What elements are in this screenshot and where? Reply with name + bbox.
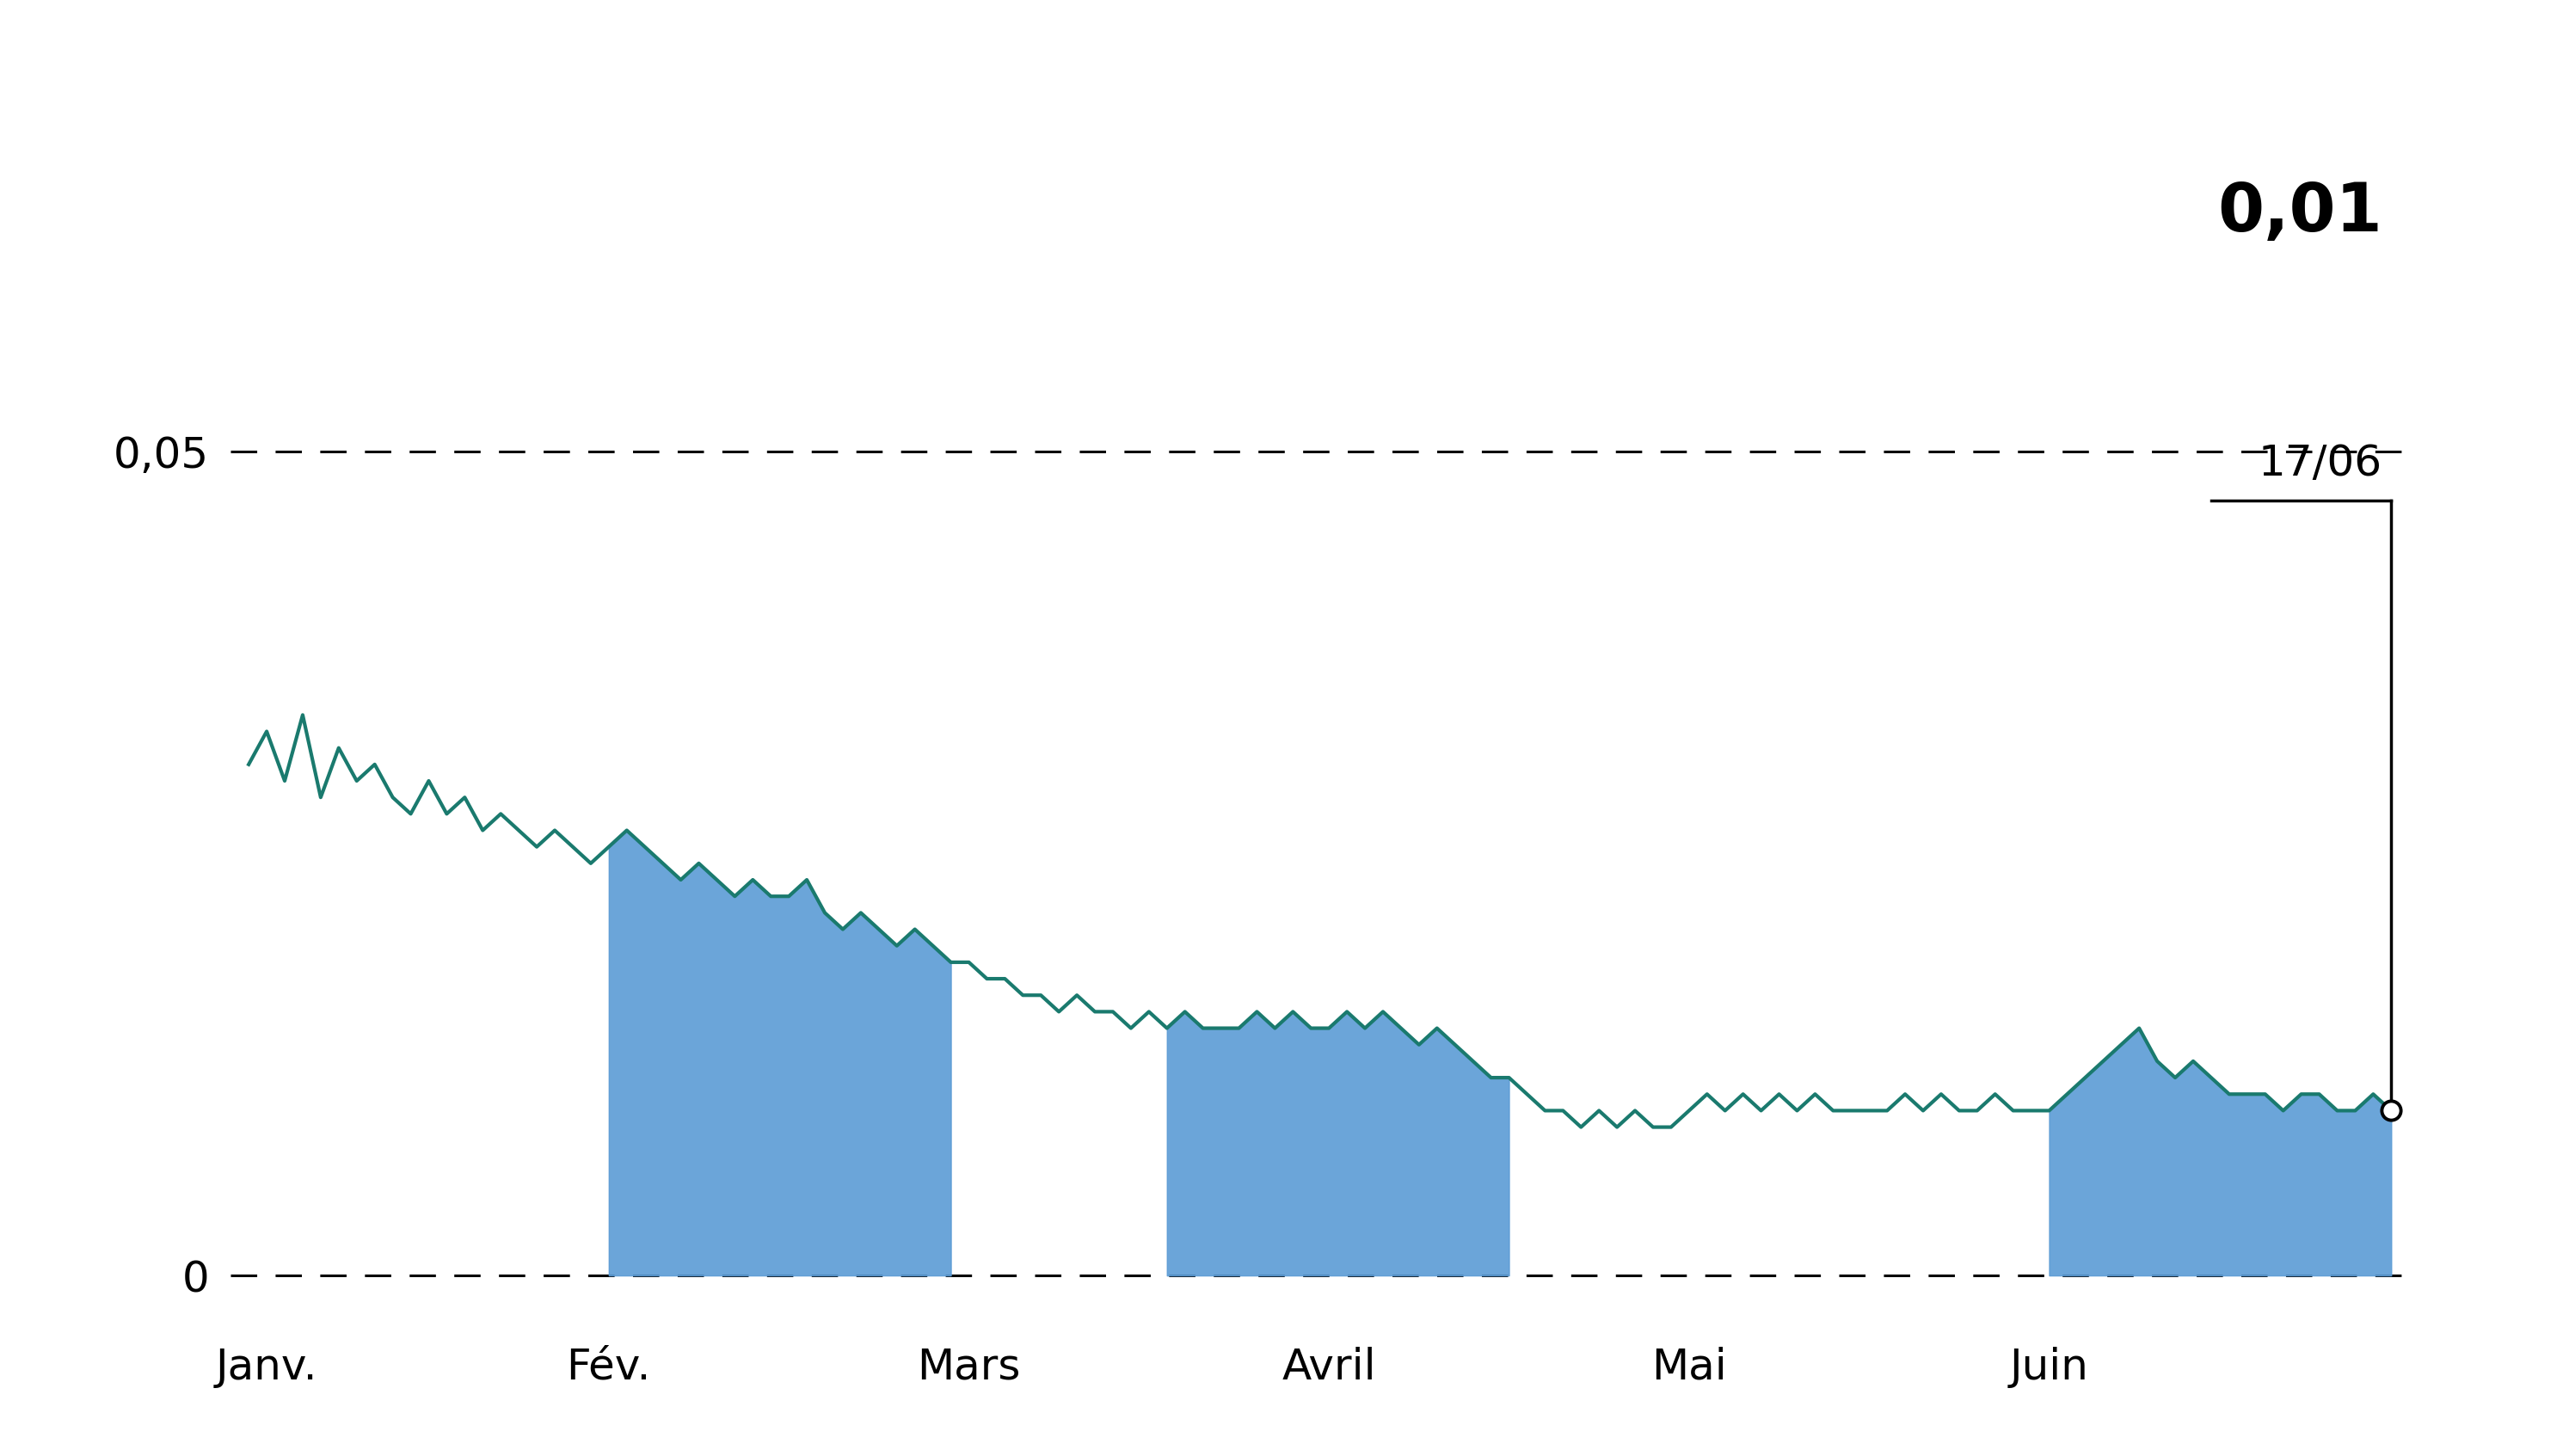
Text: 17/06: 17/06 [2258,443,2381,483]
Text: 0,01: 0,01 [2217,179,2381,245]
Text: HYBRIGENICS: HYBRIGENICS [953,35,1610,118]
